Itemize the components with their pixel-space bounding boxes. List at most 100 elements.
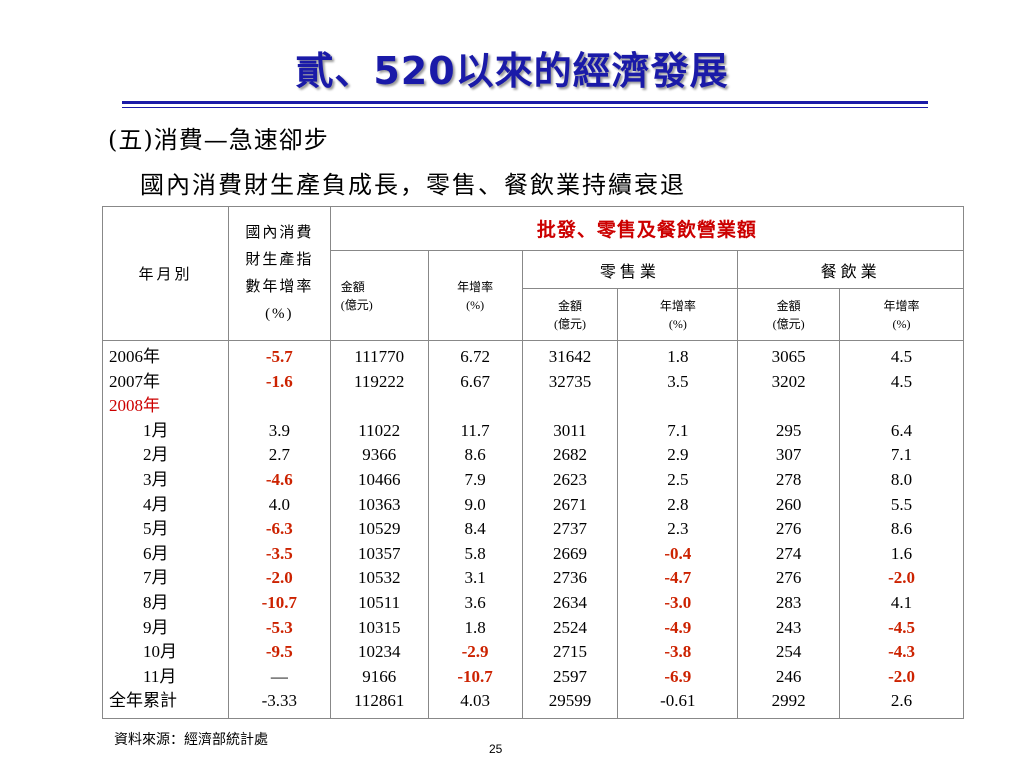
cell-retail-amount: 29599 (548, 691, 592, 711)
header-year-month: 年月別 (102, 206, 229, 341)
cell-retail-amount: 2597 (552, 666, 587, 686)
cell-retail-growth: -4.9 (664, 617, 692, 637)
cell-food-growth: 2.6 (890, 691, 913, 711)
cell-consumer-goods-index: -4.6 (265, 469, 293, 489)
cell-total-amount: 112861 (354, 691, 405, 711)
header-retail-amount: 金額 (億元) (521, 288, 619, 341)
cell-food-amount: 243 (775, 617, 802, 637)
cell-food-growth: -2.0 (888, 666, 916, 686)
cell-total-amount (331, 394, 428, 419)
cell-year-month: 3月 (143, 469, 169, 489)
cell-food-growth: 4.5 (890, 371, 913, 391)
cell-food-amount: 307 (775, 445, 802, 465)
cell-total-growth: 9.0 (464, 494, 486, 514)
cell-food-amount: 295 (775, 420, 802, 440)
cell-total-amount: 10357 (357, 543, 401, 563)
cell-food-growth: 4.5 (890, 347, 913, 366)
header-wholesale-retail-food: 批發、零售及餐飲營業額 (329, 206, 965, 251)
cell-food-growth: -4.3 (888, 642, 916, 662)
col-consumer-goods-index: -5.7 -1.6 3.9 2.7 -4.6 4.0 -6.3 -3.5 -2.0 -10.7 -5… (227, 340, 331, 719)
page-number: 25 (489, 742, 503, 756)
cell-total-growth: 3.1 (464, 568, 486, 588)
cell-total-growth (429, 394, 522, 419)
cell-total-growth: 5.8 (464, 543, 486, 563)
cell-consumer-goods-index: 4.0 (268, 494, 290, 514)
cell-food-growth (840, 394, 963, 419)
slide-title: 貳、520以來的經濟發展 (295, 49, 729, 93)
col-retail-amount: 31642 32735 3011 2682 2623 2671 2737 2669 2736 26… (521, 340, 619, 719)
cell-retail-growth (618, 394, 737, 419)
cell-retail-growth: -3.0 (664, 592, 692, 612)
cell-retail-amount: 2737 (552, 519, 587, 539)
col-food-amount: 3065 3202 295 307 278 260 276 274 276 283 243 254 24… (737, 340, 841, 719)
cell-retail-growth: -4.7 (664, 568, 692, 588)
cell-retail-amount (523, 394, 618, 419)
cell-retail-growth: 2.5 (667, 469, 689, 489)
cell-consumer-goods-index: -1.6 (265, 371, 293, 391)
header-food-amount: 金額 (億元) (737, 288, 841, 341)
cell-total-amount: 10511 (358, 592, 401, 612)
cell-retail-amount: 2623 (552, 469, 587, 489)
cell-consumer-goods-index: -3.33 (261, 691, 298, 711)
col-retail-growth: 1.8 3.5 7.1 2.9 2.5 2.8 2.3 -0.4 -4.7 -3.0 -4.9 -3.… (617, 340, 739, 719)
cell-retail-amount: 2669 (552, 543, 587, 563)
cell-consumer-goods-index: -3.5 (265, 543, 293, 563)
header-retail: 零售業 (521, 250, 739, 289)
cell-consumer-goods-index: 2.7 (268, 445, 290, 465)
cell-total-growth: 6.72 (460, 347, 490, 366)
cell-food-growth: 6.4 (890, 420, 913, 440)
cell-consumer-goods-index: -10.7 (261, 592, 298, 612)
cell-total-amount: 10466 (357, 469, 401, 489)
cell-year-month: 2月 (143, 445, 169, 465)
cell-food-amount: 3065 (771, 347, 806, 366)
cell-retail-growth: 7.1 (667, 420, 689, 440)
cell-food-amount: 246 (775, 666, 802, 686)
cell-total-growth: 3.6 (464, 592, 486, 612)
header-food-service: 餐飲業 (737, 250, 964, 289)
cell-total-growth: 8.4 (464, 519, 486, 539)
cell-consumer-goods-index: -6.3 (265, 519, 293, 539)
cell-total-amount: 9366 (362, 445, 397, 465)
cell-retail-amount: 2682 (552, 445, 587, 465)
consumption-table: 年月別 國內消費 財生產指 數年增率 (%) 批發、零售及餐飲營業額 金額 (億… (102, 206, 965, 719)
section-subtitle: 國內消費財生產負成長，零售、餐飲業持續衰退 (140, 171, 686, 199)
cell-retail-growth: -6.9 (664, 666, 692, 686)
cell-year-month: 9月 (143, 617, 169, 637)
cell-retail-growth: -0.4 (664, 543, 692, 563)
cell-food-amount: 274 (775, 543, 802, 563)
cell-food-growth: 5.5 (890, 494, 913, 514)
cell-retail-growth: 2.8 (667, 494, 689, 514)
cell-total-growth: 4.03 (460, 691, 490, 711)
cell-total-growth: 6.67 (460, 371, 490, 391)
cell-total-amount: 10363 (357, 494, 401, 514)
cell-food-amount: 254 (775, 642, 802, 662)
cell-food-growth: 8.0 (890, 469, 913, 489)
cell-retail-growth: -0.61 (660, 691, 696, 711)
cell-year-month: 6月 (143, 543, 169, 563)
header-consumer-goods-index: 國內消費 財生產指 數年增率 (%) (227, 206, 331, 341)
cell-total-amount: 111770 (354, 347, 405, 366)
cell-total-growth: -10.7 (457, 666, 493, 686)
cell-retail-amount: 2671 (552, 494, 587, 514)
cell-year-month: 5月 (143, 519, 169, 539)
cell-year-month: 7月 (143, 568, 169, 588)
cell-year-month: 11月 (143, 666, 177, 686)
cell-total-amount: 10315 (357, 617, 401, 637)
cell-total-amount: 10529 (357, 519, 401, 539)
cell-retail-amount: 3011 (553, 420, 587, 440)
header-food-growth: 年增率 (%) (839, 288, 964, 341)
cell-retail-growth: 3.5 (667, 371, 689, 391)
cell-total-amount: 11022 (358, 420, 401, 440)
col-year-month: 2006年 2007年 2008年 1月 2月 3月 4月 5月 6月 7月 8月 9月 10月 11月全… (102, 340, 229, 719)
cell-food-growth: 8.6 (890, 519, 913, 539)
cell-food-amount: 278 (775, 469, 802, 489)
cell-total-growth: 1.8 (464, 617, 486, 637)
cell-year-month: 10月 (143, 642, 177, 662)
cell-food-amount: 260 (775, 494, 802, 514)
cell-consumer-goods-index: -9.5 (265, 642, 293, 662)
cell-food-amount (738, 394, 839, 419)
cell-food-growth: 4.1 (890, 592, 913, 612)
cell-total-amount: 10532 (357, 568, 401, 588)
cell-year-month: 2006年 (109, 347, 160, 366)
header-total-amount: 金額 (億元) (329, 250, 429, 341)
